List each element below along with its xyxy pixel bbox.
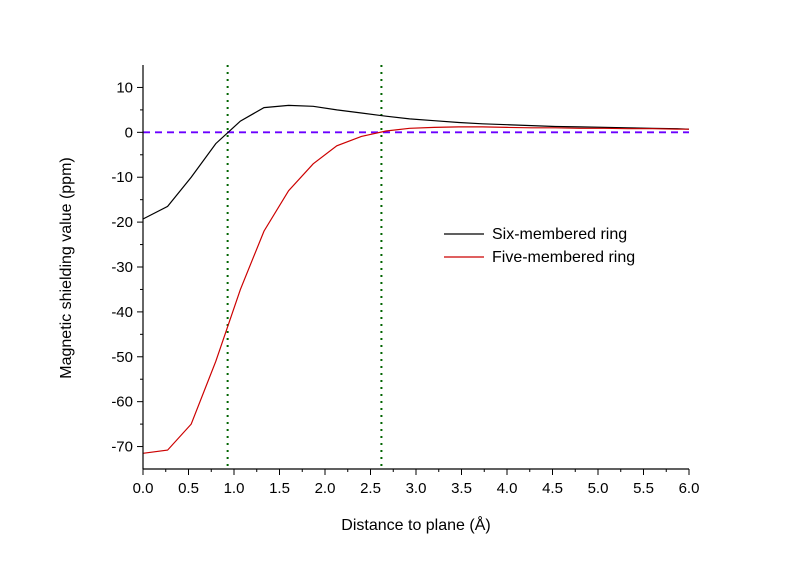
tick-marks (137, 86, 690, 475)
x-tick-label: 2.0 (315, 480, 336, 497)
axes (142, 65, 689, 470)
y-axis-title: Magnetic shielding value (ppm) (58, 157, 75, 378)
x-tick-label: 6.0 (679, 480, 700, 497)
x-tick-label: 0.5 (178, 480, 199, 497)
x-tick-label: 5.5 (633, 480, 654, 497)
x-tick-label: 3.0 (406, 480, 427, 497)
x-tick-label: 0.0 (133, 480, 154, 497)
y-tick-label: -10 (111, 169, 133, 186)
x-tick-label: 4.0 (497, 480, 518, 497)
y-tick-label: -40 (111, 304, 133, 321)
x-tick-label: 3.5 (451, 480, 472, 497)
legend: Six-membered ring Five-membered ring (444, 226, 635, 266)
y-tick-label: -50 (111, 349, 133, 366)
y-tick-label: -20 (111, 214, 133, 231)
y-tick-label: -60 (111, 394, 133, 411)
y-tick-label: 10 (116, 79, 133, 96)
tick-labels: 0.0 0.5 1.0 1.5 2.0 2.5 3.0 3.5 4.0 4.5 5.0 5.5 6.0 1… (111, 79, 699, 497)
x-axis-title: Distance to plane (Å) (341, 515, 490, 534)
x-tick-label: 5.0 (588, 480, 609, 497)
series-layer (142, 104, 690, 454)
series-line-1 (142, 104, 690, 220)
legend-label-1: Six-membered ring (492, 226, 627, 243)
y-tick-label: -30 (111, 259, 133, 276)
x-tick-label: 2.5 (360, 480, 381, 497)
x-tick-label: 4.5 (542, 480, 563, 497)
x-tick-label: 1.0 (224, 480, 245, 497)
reference-lines (143, 65, 689, 469)
legend-label-2: Five-membered ring (492, 249, 635, 266)
series-line-2 (142, 126, 689, 454)
x-tick-label: 1.5 (269, 480, 290, 497)
y-tick-label: 0 (125, 124, 133, 141)
y-tick-label: -70 (111, 439, 133, 456)
